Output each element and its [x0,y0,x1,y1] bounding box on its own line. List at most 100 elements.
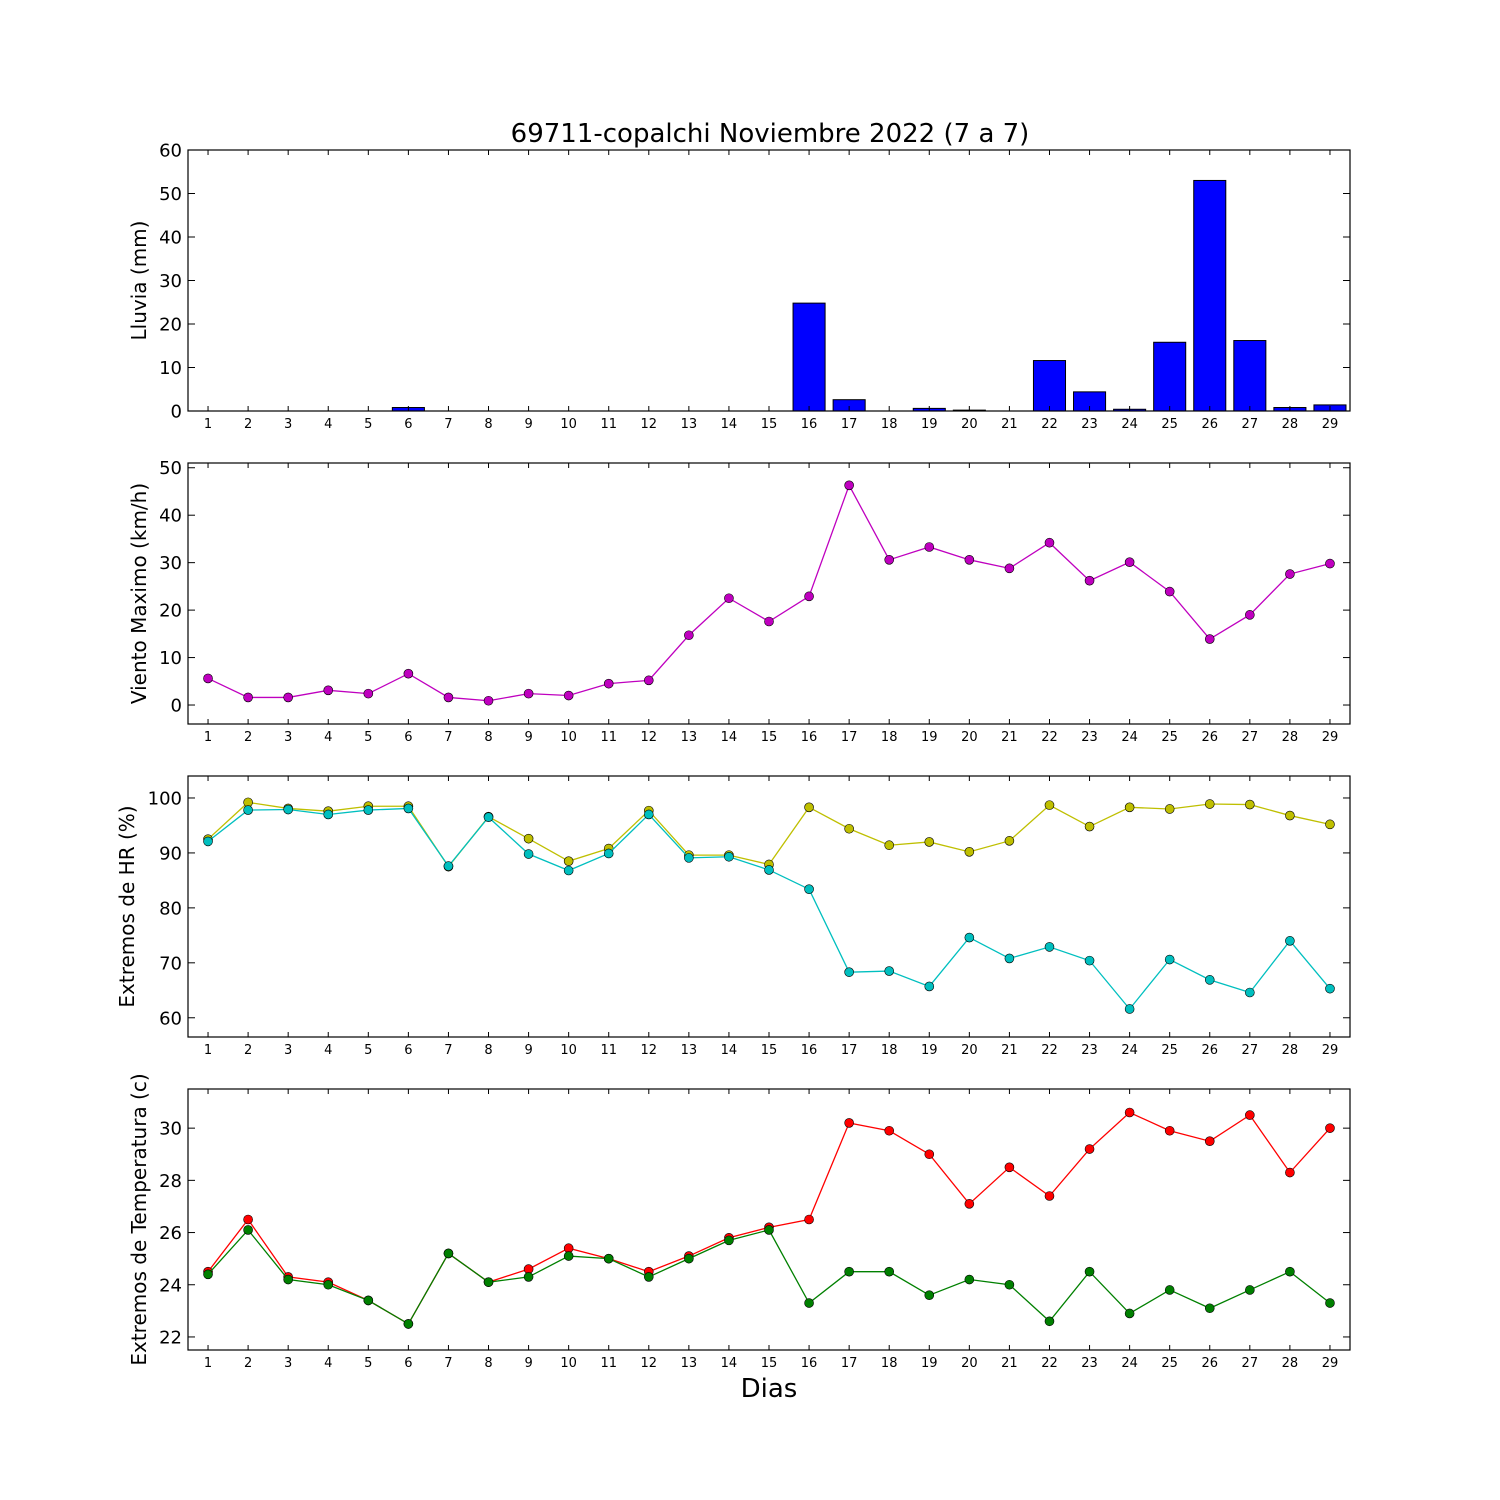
x-tick-label: 27 [1242,417,1259,432]
x-tick-label: 7 [444,1043,452,1058]
data-point [1325,819,1335,830]
x-tick-label: 19 [921,1043,938,1058]
x-tick-label: 3 [284,1043,292,1058]
data-point [844,823,854,834]
x-tick-label: 18 [881,1043,898,1058]
y-tick-label: 20 [159,315,182,336]
x-tick-label: 13 [681,1356,698,1371]
data-point [964,932,975,943]
x-tick-label: 21 [1001,417,1018,432]
data-point [964,1199,975,1209]
x-tick-label: 26 [1201,417,1218,432]
data-point [603,678,614,689]
series-4-1 [203,1107,1335,1329]
x-tick-label: 2 [244,730,252,745]
x-tick-label: 19 [921,730,938,745]
data-point [884,1125,895,1136]
data-point [684,1253,694,1264]
data-point [483,695,494,706]
x-tick-label: 17 [841,1356,858,1371]
data-point [1124,557,1135,567]
y-axis-label: Extremos de Temperatura (c) [127,1073,151,1365]
data-point [1164,804,1175,814]
data-point [363,1295,374,1306]
series-line [207,1111,1331,1325]
x-tick-label: 24 [1121,417,1138,432]
x-tick-label: 3 [284,417,292,432]
bar [1233,340,1267,412]
data-point [884,966,895,976]
x-tick-label: 26 [1201,730,1218,745]
y-tick-label: 30 [159,1119,182,1140]
x-tick-label: 10 [560,1043,577,1058]
data-point [804,884,814,894]
x-tick-label: 4 [324,417,332,432]
data-point [1204,1136,1215,1146]
data-point [643,809,654,820]
x-tick-label: 20 [961,730,978,745]
data-point [764,865,774,875]
y-tick-label: 90 [159,843,182,864]
x-tick-label: 3 [284,1356,292,1371]
x-tick-label: 25 [1161,1356,1178,1371]
x-tick-label: 23 [1081,1043,1098,1058]
bar [1153,341,1187,412]
x-tick-label: 5 [364,1043,372,1058]
y-tick-label: 30 [159,553,182,574]
data-point [1204,799,1215,809]
y-tick-label: 40 [159,228,182,249]
y-tick-label: 80 [159,898,182,919]
y-axis-label: Lluvia (mm) [127,221,151,341]
x-tick-label: 21 [1001,730,1018,745]
y-tick-label: 28 [159,1171,182,1192]
x-tick-label: 17 [841,1043,858,1058]
x-tick-label: 28 [1282,1043,1299,1058]
x-tick-label: 6 [404,1043,412,1058]
data-point [924,1149,935,1160]
x-tick-label: 22 [1041,417,1058,432]
data-point [603,1253,614,1264]
y-tick-label: 60 [159,1008,182,1029]
x-tick-label: 25 [1161,1043,1178,1058]
x-tick-label: 8 [484,417,492,432]
data-point [884,840,895,851]
data-point [1044,1191,1055,1201]
x-tick-label: 11 [600,730,617,745]
x-tick-label: 16 [801,1356,818,1371]
x-tick-label: 25 [1161,417,1178,432]
data-point [563,856,574,866]
series-2-1 [203,480,1335,706]
data-point [1084,1144,1095,1154]
y-tick-label: 50 [159,184,182,205]
data-point [804,1214,814,1225]
data-point [1004,1162,1015,1173]
data-point [1204,975,1215,985]
data-point [884,1266,895,1277]
data-point [1245,1285,1255,1295]
x-tick-label: 29 [1322,417,1339,432]
x-tick-label: 14 [721,417,738,432]
data-point [523,1272,534,1282]
y-tick-label: 30 [159,271,182,292]
data-point [764,1225,774,1235]
plot-frame [187,775,1351,1038]
data-point [1164,1125,1175,1136]
data-point [1084,955,1095,966]
data-point [243,1214,253,1225]
data-point [1164,586,1175,597]
x-tick-label: 26 [1201,1043,1218,1058]
data-point [243,1225,253,1235]
x-tick-label: 17 [841,417,858,432]
x-tick-label: 4 [324,1356,332,1371]
data-point [523,688,534,699]
x-tick-label: 4 [324,730,332,745]
x-tick-label: 11 [600,417,617,432]
x-tick-label: 16 [801,1043,818,1058]
data-point [323,809,334,820]
y-axis-label: Viento Maximo (km/h) [127,483,151,704]
data-point [1325,1123,1335,1133]
data-point [1084,1266,1095,1277]
y-tick-label: 24 [159,1275,182,1296]
x-tick-label: 10 [560,730,577,745]
